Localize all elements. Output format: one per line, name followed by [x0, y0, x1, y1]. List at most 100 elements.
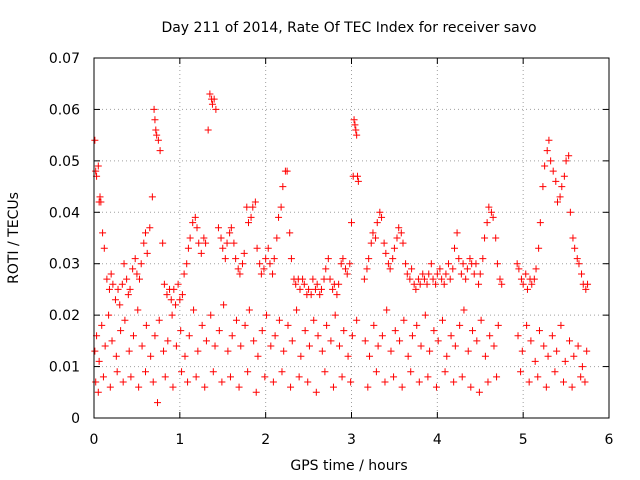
data-point	[517, 275, 525, 283]
data-point	[423, 280, 431, 288]
data-point	[479, 255, 487, 263]
data-point	[287, 255, 295, 263]
data-point	[540, 342, 548, 350]
data-point	[539, 183, 547, 191]
data-point	[494, 321, 502, 329]
data-point	[178, 291, 186, 299]
data-point	[288, 337, 296, 345]
data-point	[543, 147, 551, 155]
data-point	[258, 327, 266, 335]
data-point	[160, 280, 168, 288]
data-point	[515, 265, 523, 273]
data-point	[337, 260, 345, 268]
data-point	[522, 270, 530, 278]
data-point	[107, 270, 115, 278]
data-point	[545, 136, 553, 144]
data-point	[250, 337, 258, 345]
data-point	[354, 172, 362, 180]
data-point	[581, 378, 589, 386]
data-point	[105, 311, 113, 319]
x-axis-label: GPS time / hours	[290, 458, 407, 474]
data-point	[441, 368, 449, 376]
y-tick-label: 0.02	[49, 308, 80, 324]
data-point	[156, 147, 164, 155]
data-point	[313, 280, 321, 288]
data-point	[232, 316, 240, 324]
data-point	[417, 342, 425, 350]
y-tick-label: 0.07	[49, 51, 80, 67]
data-point	[339, 255, 347, 263]
data-point	[430, 327, 438, 335]
data-point	[442, 270, 450, 278]
data-point	[353, 316, 361, 324]
data-point	[414, 275, 422, 283]
data-point	[120, 260, 128, 268]
data-point	[214, 224, 222, 232]
data-point	[333, 291, 341, 299]
data-points	[91, 90, 592, 407]
data-point	[160, 347, 168, 355]
data-point	[566, 208, 574, 216]
data-point	[309, 275, 317, 283]
data-point	[280, 347, 288, 355]
data-point	[378, 213, 386, 221]
data-point	[327, 337, 335, 345]
data-point	[560, 378, 568, 386]
data-point	[450, 378, 458, 386]
data-point	[364, 383, 372, 391]
data-point	[469, 327, 477, 335]
data-point	[186, 234, 194, 242]
data-point	[449, 265, 457, 273]
data-point	[374, 342, 382, 350]
data-point	[551, 368, 559, 376]
data-point	[574, 342, 582, 350]
data-point	[415, 378, 423, 386]
data-point	[123, 275, 131, 283]
data-point	[531, 357, 539, 365]
data-point	[565, 152, 573, 160]
data-point	[266, 260, 274, 268]
data-point	[275, 213, 283, 221]
data-point	[416, 280, 424, 288]
data-point	[569, 234, 577, 242]
data-point	[164, 337, 172, 345]
data-point	[227, 224, 235, 232]
data-point	[140, 239, 148, 247]
data-point	[558, 183, 566, 191]
data-point	[481, 352, 489, 360]
data-point	[350, 116, 358, 124]
data-point	[100, 244, 108, 252]
data-point	[221, 255, 229, 263]
data-point	[486, 332, 494, 340]
data-point	[94, 162, 102, 170]
data-point	[446, 275, 454, 283]
data-point	[192, 373, 200, 381]
data-point	[185, 332, 193, 340]
data-point	[106, 383, 114, 391]
data-point	[299, 275, 307, 283]
data-point	[528, 280, 536, 288]
data-point	[154, 136, 162, 144]
data-point	[226, 373, 234, 381]
data-point	[249, 203, 257, 211]
data-point	[154, 399, 162, 407]
data-point	[436, 265, 444, 273]
data-point	[98, 321, 106, 329]
data-point	[236, 270, 244, 278]
data-point	[391, 327, 399, 335]
data-point	[142, 229, 149, 237]
data-point	[305, 342, 313, 350]
data-point	[363, 265, 371, 273]
data-point	[577, 373, 585, 381]
data-point	[277, 203, 285, 211]
data-point	[195, 239, 203, 247]
data-point	[460, 306, 468, 314]
data-point	[557, 321, 565, 329]
data-point	[326, 275, 334, 283]
data-point	[424, 373, 432, 381]
y-tick-label: 0	[71, 411, 80, 427]
x-tick-label: 3	[347, 432, 356, 448]
data-point	[492, 234, 500, 242]
data-point	[237, 342, 245, 350]
data-point	[138, 342, 146, 350]
